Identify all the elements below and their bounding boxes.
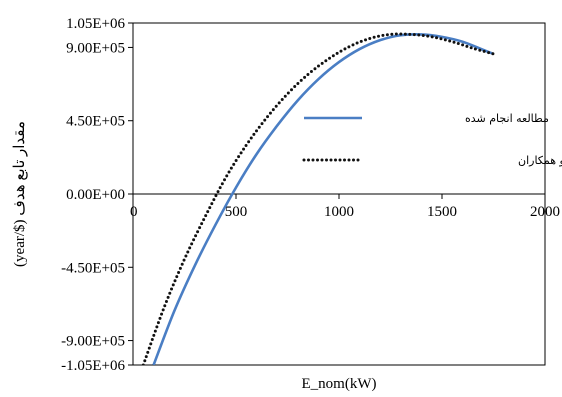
x-tick-label: 500	[225, 204, 248, 220]
y-axis-ticks: 1.05E+06 9.00E+05 4.50E+05 0.00E+00 -4.50E+0…	[61, 16, 133, 374]
y-tick-label: -4.50E+05	[61, 260, 125, 276]
y-axis-title: (year/$) مقدار تابع هدف	[12, 121, 28, 267]
x-tick-label: 1500	[427, 204, 457, 220]
y-tick-label: 9.00E+05	[66, 40, 125, 56]
legend-label: مطالعه صنایع و همکاران	[518, 154, 562, 167]
series-line-2	[141, 32, 495, 365]
legend-label: مطالعه انجام شده	[465, 112, 549, 125]
series-layer	[141, 32, 495, 365]
x-tick-label: 2000	[530, 204, 560, 220]
series-line-1	[152, 32, 494, 365]
y-tick-label: 0.00E+00	[66, 187, 125, 203]
x-tick-label: 0	[130, 204, 138, 220]
y-tick-label: 1.05E+06	[66, 16, 125, 32]
x-axis-ticks: 0 500 1000 1500 2000	[130, 194, 560, 220]
legend: مطالعه انجام شده مطالعه صنایع و همکاران	[302, 112, 562, 167]
x-tick-label: 1000	[324, 204, 354, 220]
y-tick-label: -1.05E+06	[61, 358, 125, 374]
y-tick-label: 4.50E+05	[66, 114, 125, 130]
y-tick-label: -9.00E+05	[61, 334, 125, 350]
x-axis-title: E_nom(kW)	[302, 376, 377, 392]
